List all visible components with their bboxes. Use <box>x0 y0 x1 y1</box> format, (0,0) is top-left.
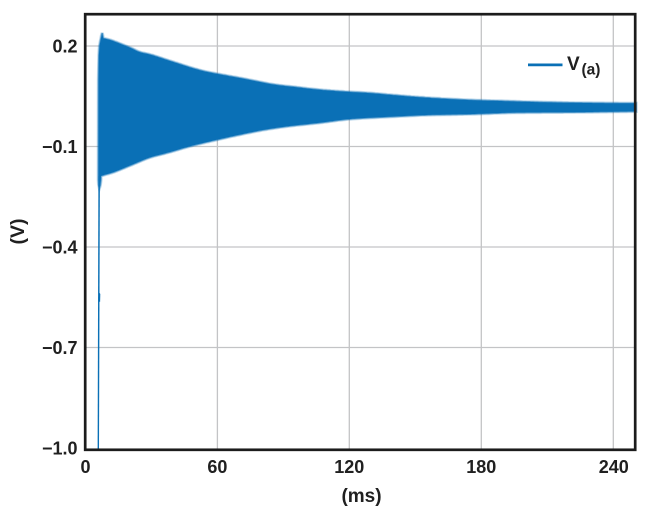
svg-text:60: 60 <box>207 457 227 477</box>
svg-text:(V): (V) <box>7 219 29 245</box>
svg-text:120: 120 <box>334 457 364 477</box>
svg-text:V: V <box>567 54 580 75</box>
svg-text:0: 0 <box>80 457 90 477</box>
svg-text:(a): (a) <box>582 61 601 78</box>
svg-text:−0.7: −0.7 <box>42 338 78 358</box>
svg-text:−0.1: −0.1 <box>42 137 78 157</box>
svg-text:240: 240 <box>599 457 629 477</box>
svg-text:(ms): (ms) <box>341 486 381 507</box>
svg-text:−0.4: −0.4 <box>42 237 78 257</box>
svg-text:0.2: 0.2 <box>52 36 77 56</box>
svg-text:−1.0: −1.0 <box>42 438 78 458</box>
svg-text:180: 180 <box>466 457 496 477</box>
